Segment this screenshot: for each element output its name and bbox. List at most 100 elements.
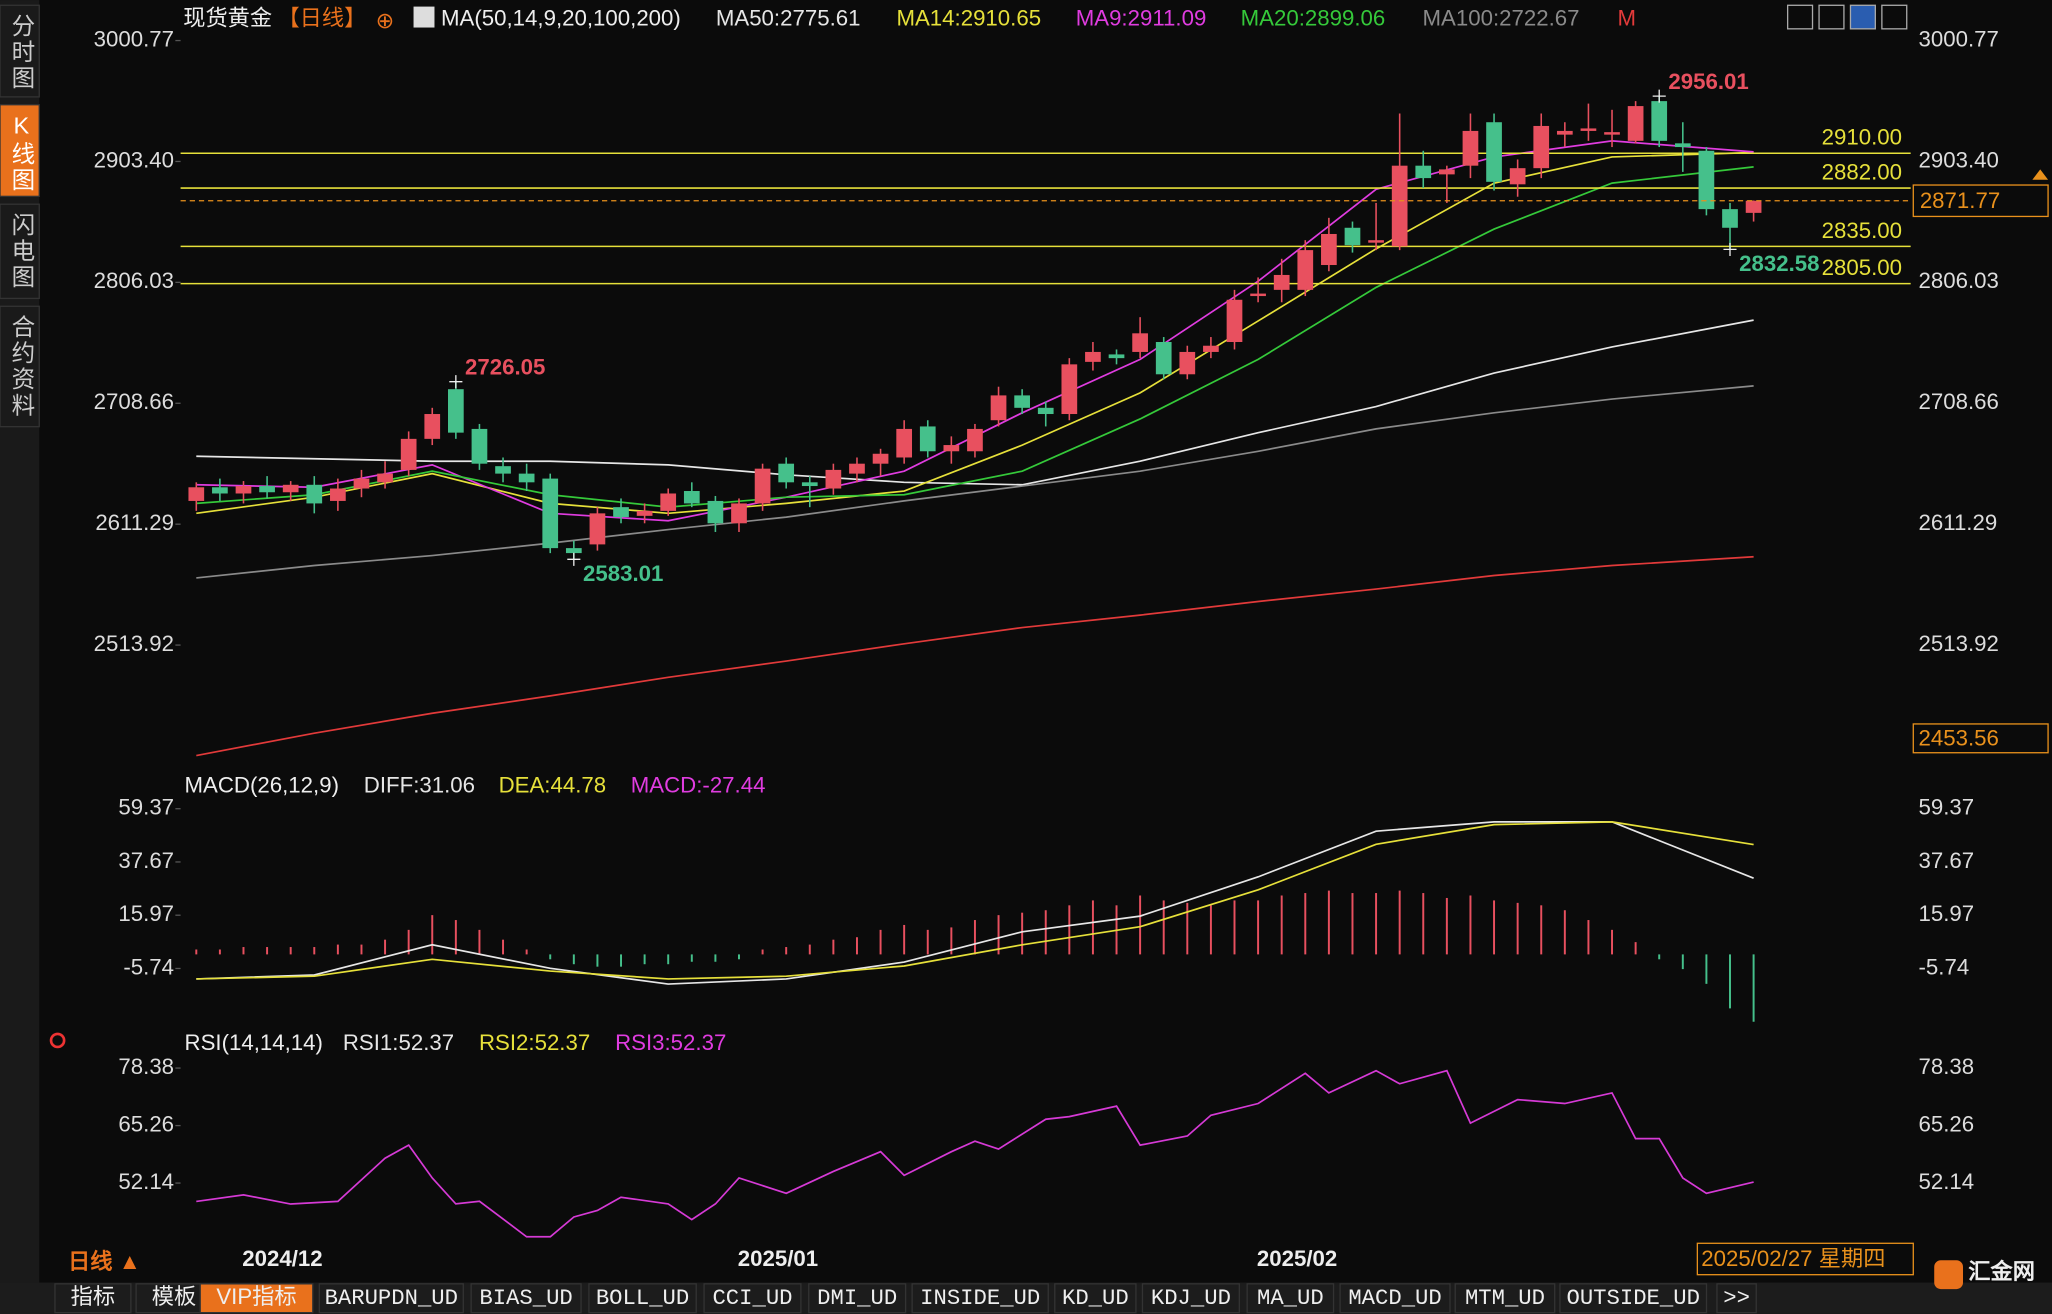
candle-body xyxy=(1061,364,1078,415)
candle-body xyxy=(1556,130,1573,135)
logo-icon xyxy=(1934,1260,1964,1290)
candle-body xyxy=(636,510,653,516)
bottom-tab[interactable] xyxy=(588,1283,697,1314)
candle-body xyxy=(660,493,677,511)
y-tick-label: 2611.29 xyxy=(95,510,174,535)
candle-body xyxy=(1132,333,1148,352)
bottom-tab[interactable] xyxy=(1054,1283,1137,1314)
icon[interactable] xyxy=(1881,4,1908,30)
candle-body xyxy=(1580,128,1597,131)
extreme-label: 2583.01 xyxy=(583,561,663,586)
y-tick-label: 59.37 xyxy=(118,795,174,820)
candle-body xyxy=(1415,165,1432,179)
level-label: 2910.00 xyxy=(1822,125,1902,150)
side-tab-label: 合约资料 xyxy=(8,314,35,419)
candle-body xyxy=(1391,165,1408,247)
candle-body xyxy=(613,507,629,518)
candle-body xyxy=(707,500,724,524)
rsi-line xyxy=(196,1069,1754,1238)
bottom-tab[interactable] xyxy=(1454,1283,1556,1314)
candle-body xyxy=(1509,168,1526,185)
y-tick-label-right: 2903.40 xyxy=(1919,147,1999,172)
bottom-tab[interactable] xyxy=(318,1283,464,1314)
bottom-tab[interactable] xyxy=(808,1283,907,1314)
side-tab[interactable] xyxy=(0,305,40,428)
y-tick-label-right: 2708.66 xyxy=(1919,389,1999,414)
bottom-tab-label: 模板 xyxy=(152,1284,196,1309)
icon[interactable] xyxy=(1849,4,1876,30)
logo: 汇金网 xyxy=(1968,1258,2035,1284)
side-tab-label: 闪电图 xyxy=(8,212,34,291)
candle-body xyxy=(589,513,606,545)
ma-legend: MA50:2775.61 xyxy=(716,6,861,31)
candle-body xyxy=(1108,354,1125,359)
y-tick-label: 3000.77 xyxy=(94,26,174,51)
low-label: 2453.56 xyxy=(1919,726,1999,751)
extreme-label: 2726.05 xyxy=(465,354,545,379)
candle-body xyxy=(424,414,441,439)
candle-body xyxy=(1533,125,1550,169)
y-tick-label: 78.38 xyxy=(118,1054,174,1079)
bottom-tab[interactable] xyxy=(54,1283,132,1314)
bottom-tab[interactable] xyxy=(1141,1283,1240,1314)
candle-body xyxy=(518,473,535,483)
candle-body xyxy=(1627,106,1644,141)
bottom-tab[interactable] xyxy=(1339,1283,1451,1314)
icon[interactable] xyxy=(1786,4,1814,30)
symbol: 现货黄金 xyxy=(183,6,272,31)
side-tab[interactable] xyxy=(0,203,40,300)
bottom-tab[interactable] xyxy=(199,1283,314,1314)
ma-line xyxy=(196,384,1754,579)
candle-body xyxy=(1226,299,1243,343)
y-tick-label-right: 37.67 xyxy=(1919,848,1975,873)
bottom-tab-label: MTM_UD xyxy=(1465,1285,1545,1311)
m-label: M xyxy=(1618,6,1637,31)
candle-body xyxy=(1745,200,1762,213)
side-tab[interactable] xyxy=(0,4,40,98)
side-tab-label: K线图 xyxy=(8,113,34,194)
candle-body xyxy=(990,395,1007,421)
panel-legend: RSI2:52.37 xyxy=(479,1030,590,1055)
side-tab[interactable] xyxy=(0,104,40,198)
candle-body xyxy=(1203,345,1219,352)
bottom-tab-label: 指标 xyxy=(71,1284,115,1309)
candle-body xyxy=(1674,143,1691,148)
level-label: 2835.00 xyxy=(1822,218,1902,243)
bottom-tab[interactable] xyxy=(470,1283,582,1314)
candle-body xyxy=(778,463,795,483)
bottom-tab[interactable] xyxy=(911,1283,1049,1314)
candle-body xyxy=(1722,209,1738,228)
candle-body xyxy=(1368,240,1384,243)
extreme-label: 2956.01 xyxy=(1668,69,1748,94)
y-tick-label-right: -5.74 xyxy=(1919,954,1970,979)
candle-body xyxy=(1604,132,1620,135)
ma-legend: MA9:2911.09 xyxy=(1076,6,1207,31)
macd-line xyxy=(196,821,1754,980)
candle-body xyxy=(471,428,488,464)
low-box xyxy=(1912,723,2049,754)
bottom-tab[interactable] xyxy=(1716,1283,1757,1314)
y-tick-label: 65.26 xyxy=(118,1111,174,1136)
bottom-tab[interactable] xyxy=(1246,1283,1335,1314)
bottom-tab[interactable] xyxy=(1559,1283,1708,1314)
level-label: 2805.00 xyxy=(1822,255,1902,280)
bottom-tab[interactable] xyxy=(703,1283,802,1314)
add-button[interactable]: ⊕ xyxy=(376,8,395,33)
candle-body xyxy=(967,428,983,452)
bottom-period[interactable]: 日线 ▲ xyxy=(68,1248,141,1274)
ma-legend: MA20:2899.06 xyxy=(1241,6,1386,31)
bottom-tab[interactable] xyxy=(135,1283,213,1314)
candle-body xyxy=(825,469,842,489)
extreme-marker xyxy=(1723,242,1737,256)
candle-body xyxy=(754,468,771,504)
panel-legend: RSI1:52.37 xyxy=(343,1030,454,1055)
y-tick-label: -5.74 xyxy=(123,954,174,979)
candle-body xyxy=(1297,250,1314,290)
y-tick-label-right: 2611.29 xyxy=(1919,510,1998,535)
settings-icon[interactable] xyxy=(49,1032,66,1049)
date-box xyxy=(1696,1242,1914,1276)
icon[interactable] xyxy=(1818,4,1845,30)
bottom-tab-label: MA_UD xyxy=(1257,1285,1324,1311)
extreme-label: 2832.58 xyxy=(1739,251,1819,276)
